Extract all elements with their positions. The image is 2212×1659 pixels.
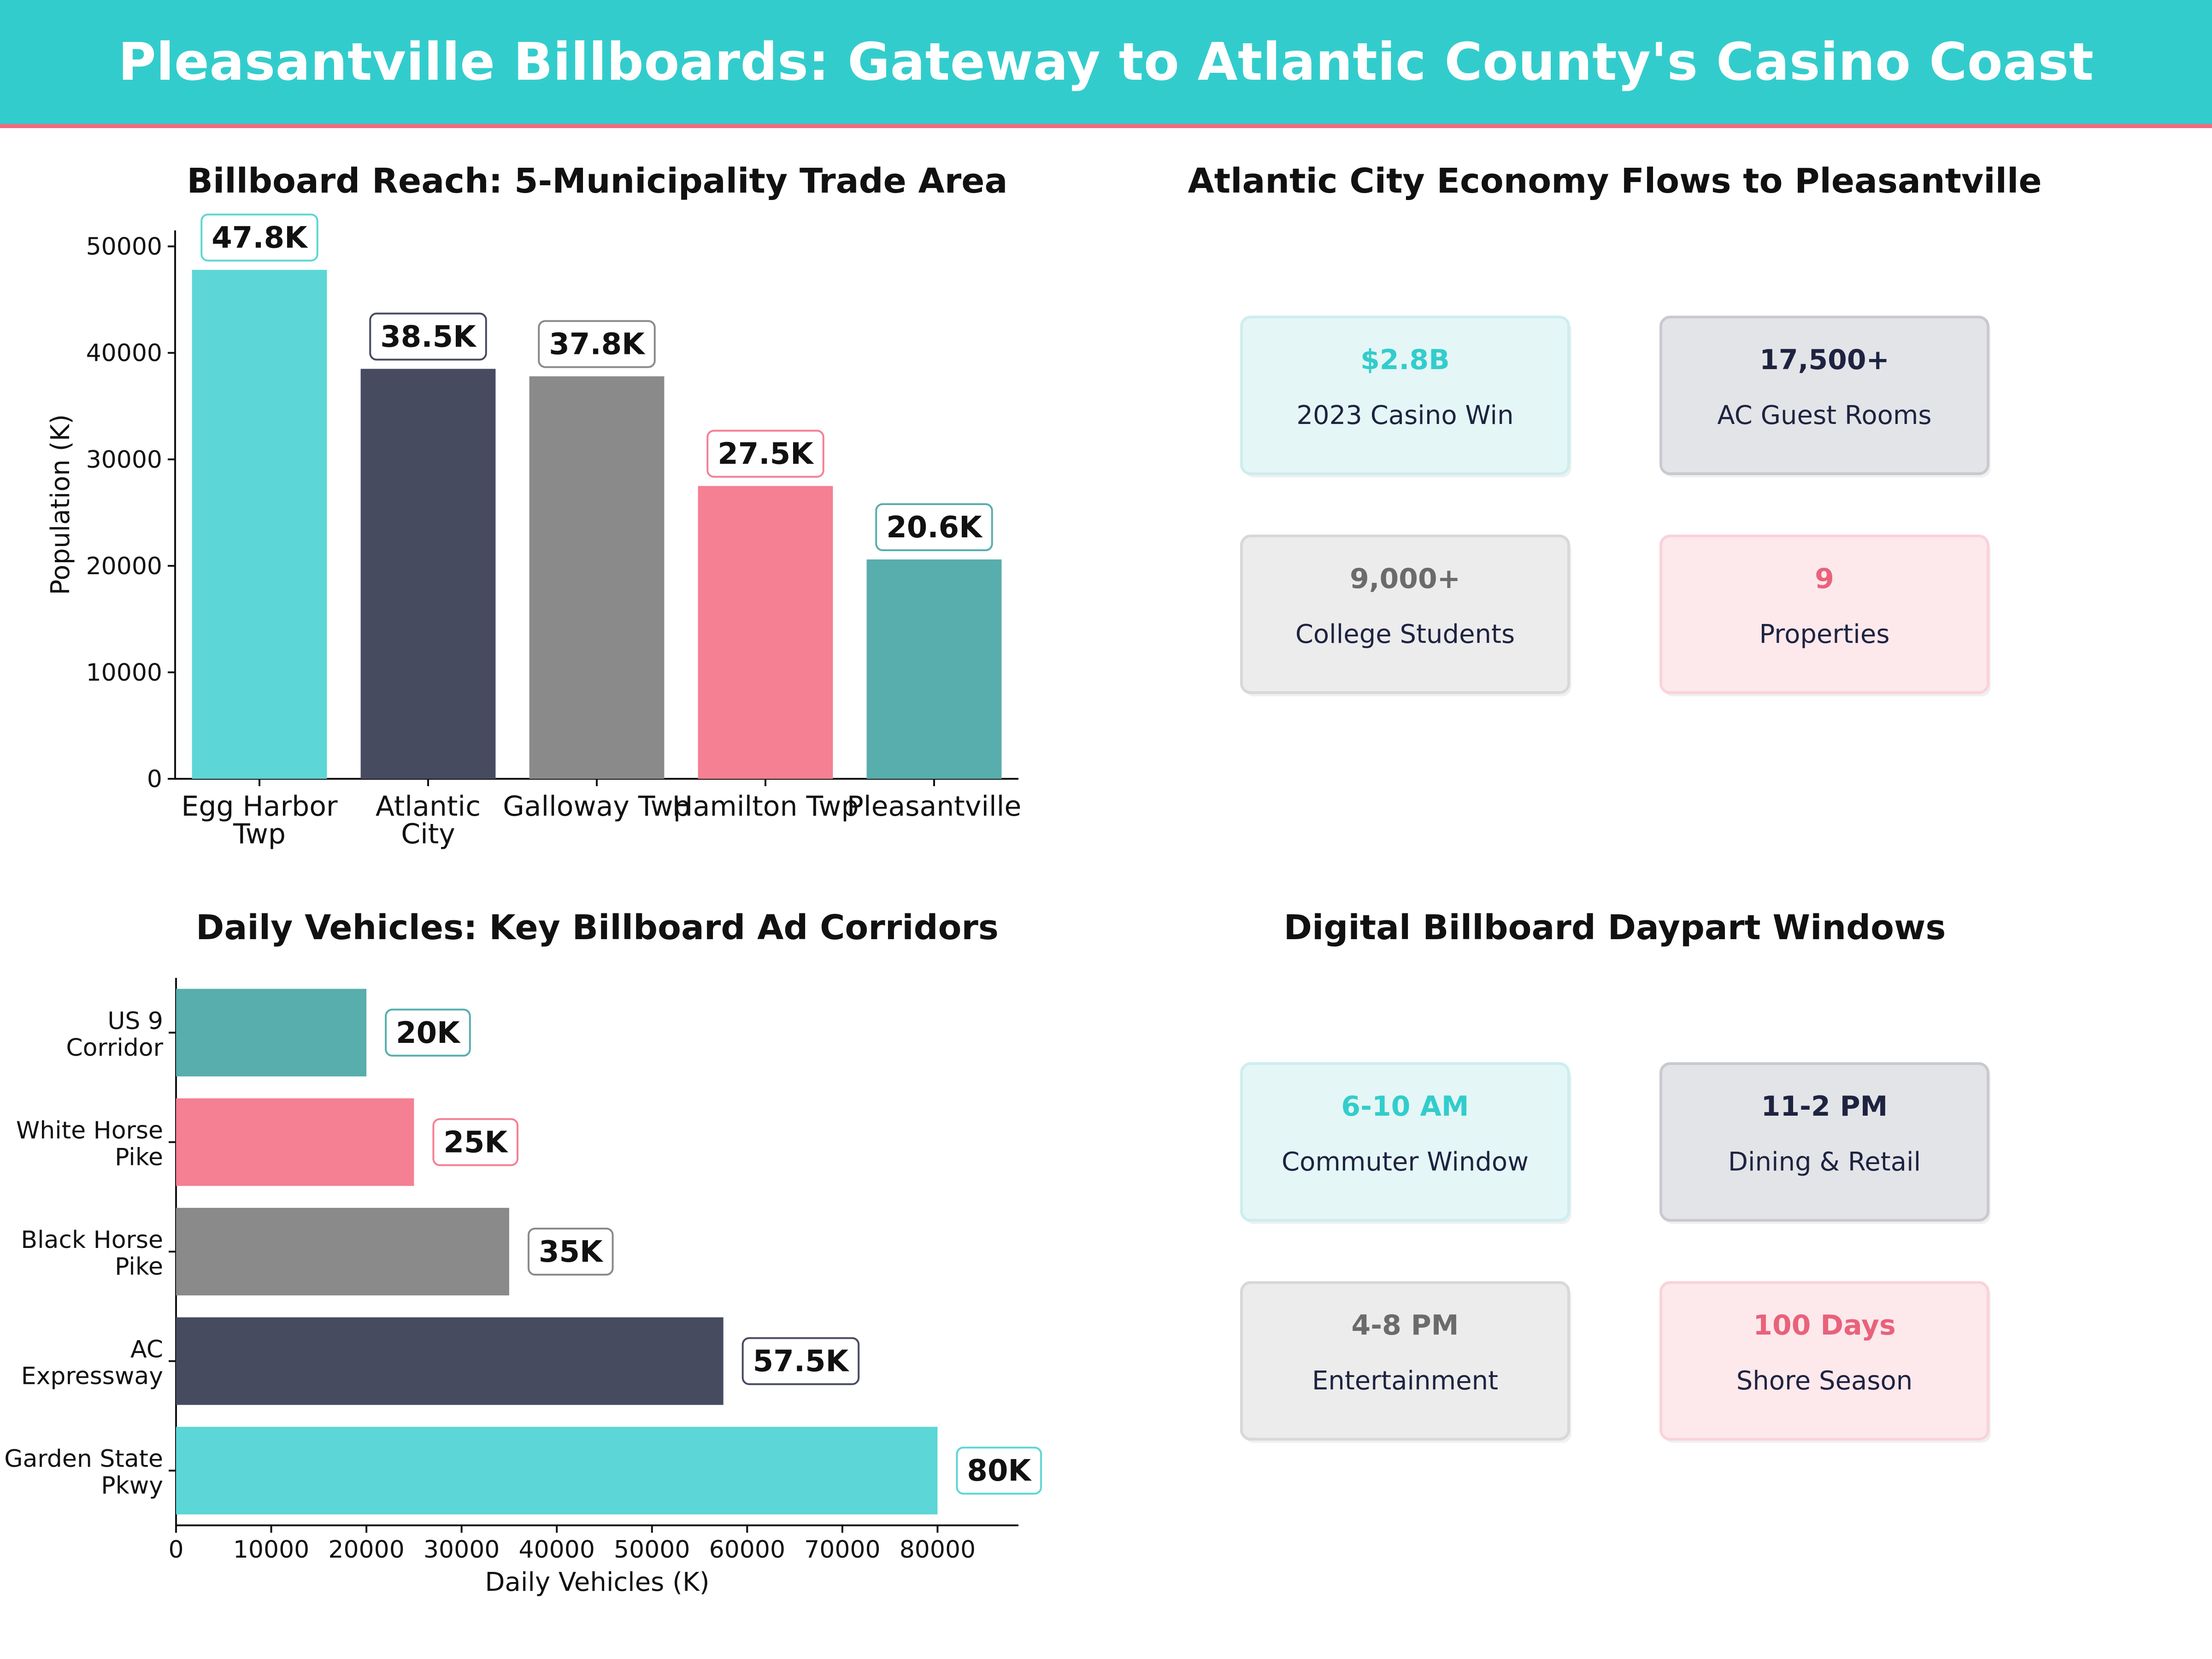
population-category-label: Pleasantville [847,790,1022,823]
population-bar [529,376,665,779]
population-bar [698,486,833,779]
population-bar [360,369,496,779]
population-y-axis-label: Population (K) [46,414,76,595]
economy-card [1240,535,1570,694]
population-y-tick-label: 0 [147,765,162,793]
vehicles-x-tick-label: 70000 [804,1536,880,1564]
economy-card-label: Properties [1759,619,1889,649]
vehicles-x-tick-label: 30000 [424,1536,500,1564]
population-y-tick-label: 20000 [86,553,162,580]
economy-panel-title: Atlantic City Economy Flows to Pleasantv… [1188,161,2041,201]
population-value-label-box [538,320,656,368]
daypart-card-label: Shore Season [1736,1366,1913,1396]
population-value-label: 38.5K [380,320,477,354]
daypart-card [1659,1281,1989,1441]
vehicles-bar [176,1317,724,1405]
daypart-panel: Digital Billboard Daypart Windows 6-10 A… [1240,908,1991,1443]
population-value-label: 20.6K [886,511,983,545]
daypart-card-value: 100 Days [1753,1309,1895,1341]
vehicles-value-label-box [432,1118,519,1166]
daypart-card-value: 6-10 AM [1341,1090,1469,1123]
daypart-panel-title: Digital Billboard Daypart Windows [1284,908,1946,947]
population-bar [192,270,327,779]
vehicles-x-tick-label: 40000 [519,1536,595,1564]
economy-card-value: 9,000+ [1350,563,1460,595]
economy-panel: Atlantic City Economy Flows to Pleasantv… [1188,161,2042,696]
population-category-label: Hamilton Twp [672,790,859,823]
vehicles-x-tick-label: 20000 [328,1536,404,1564]
economy-card-value: $2.8B [1360,344,1450,376]
vehicles-value-label-box [527,1228,614,1276]
vehicles-x-tick-label: 10000 [233,1536,309,1564]
population-chart-title: Billboard Reach: 5-Municipality Trade Ar… [187,161,1008,201]
vehicles-bar [176,988,367,1077]
vehicles-x-tick-label: 80000 [900,1536,976,1564]
vehicles-x-axis-label: Daily Vehicles (K) [485,1567,709,1597]
vehicles-chart-title: Daily Vehicles: Key Billboard Ad Corrido… [196,908,999,947]
vehicles-category-label: Black Horse Pike [21,1226,163,1281]
vehicles-value-label: 35K [539,1235,604,1269]
vehicles-category-label: White Horse Pike [16,1117,163,1171]
vehicles-category-label: AC Expressway [21,1336,163,1390]
vehicles-x-tick-label: 50000 [614,1536,690,1564]
population-value-label-box [875,503,993,551]
population-y-tick-label: 40000 [86,340,162,367]
economy-card-label: AC Guest Rooms [1717,400,1931,430]
vehicles-bar [176,1207,509,1296]
vehicles-value-label-box [385,1008,471,1057]
population-value-label-box [200,213,318,262]
population-category-label: Atlantic City [376,790,481,850]
population-value-label: 27.5K [718,437,814,471]
daypart-card-value: 4-8 PM [1352,1309,1459,1341]
population-y-tick-label: 30000 [86,446,162,474]
economy-card [1240,316,1570,475]
vehicles-bar-chart: Daily Vehicles: Key Billboard Ad Corrido… [4,908,1042,1597]
vehicles-bar [176,1098,414,1186]
vehicles-value-label: 80K [967,1454,1032,1488]
economy-card [1659,316,1989,475]
vehicles-value-label: 57.5K [753,1345,850,1379]
vehicles-bar [176,1427,938,1515]
vehicles-value-label: 20K [396,1016,461,1050]
population-category-label: Galloway Twp [503,790,691,823]
vehicles-value-label-box [741,1337,860,1385]
economy-card-label: 2023 Casino Win [1296,400,1513,430]
vehicles-value-label: 25K [443,1125,508,1159]
economy-card-label: College Students [1295,619,1515,649]
population-category-label: Egg Harbor Twp [181,790,338,850]
economy-card-value: 17,500+ [1759,344,1889,376]
population-value-label-box [706,429,824,478]
vehicles-category-label: US 9 Corridor [66,1007,163,1062]
population-bar [866,559,1002,779]
daypart-card-label: Dining & Retail [1728,1147,1921,1177]
title-banner: Pleasantville Billboards: Gateway to Atl… [0,0,2212,128]
population-y-tick-label: 10000 [86,659,162,687]
daypart-card-label: Commuter Window [1282,1147,1529,1177]
vehicles-x-tick-label: 0 [168,1536,183,1564]
population-value-label: 37.8K [549,328,646,362]
daypart-card-label: Entertainment [1312,1366,1498,1396]
population-value-label: 47.8K [212,221,308,255]
economy-card [1659,535,1989,694]
vehicles-value-label-box [956,1447,1042,1495]
population-y-tick-label: 50000 [86,233,162,261]
daypart-card [1240,1062,1570,1222]
vehicles-x-tick-label: 60000 [709,1536,785,1564]
daypart-card-value: 11-2 PM [1761,1090,1888,1123]
economy-card-value: 9 [1815,563,1834,595]
vehicles-category-label: Garden State Pkwy [4,1445,163,1500]
page-title: Pleasantville Billboards: Gateway to Atl… [118,32,2094,92]
daypart-card [1659,1062,1989,1222]
population-value-label-box [369,312,487,361]
daypart-card [1240,1281,1570,1441]
population-bar-chart: Billboard Reach: 5-Municipality Trade Ar… [46,161,1021,850]
